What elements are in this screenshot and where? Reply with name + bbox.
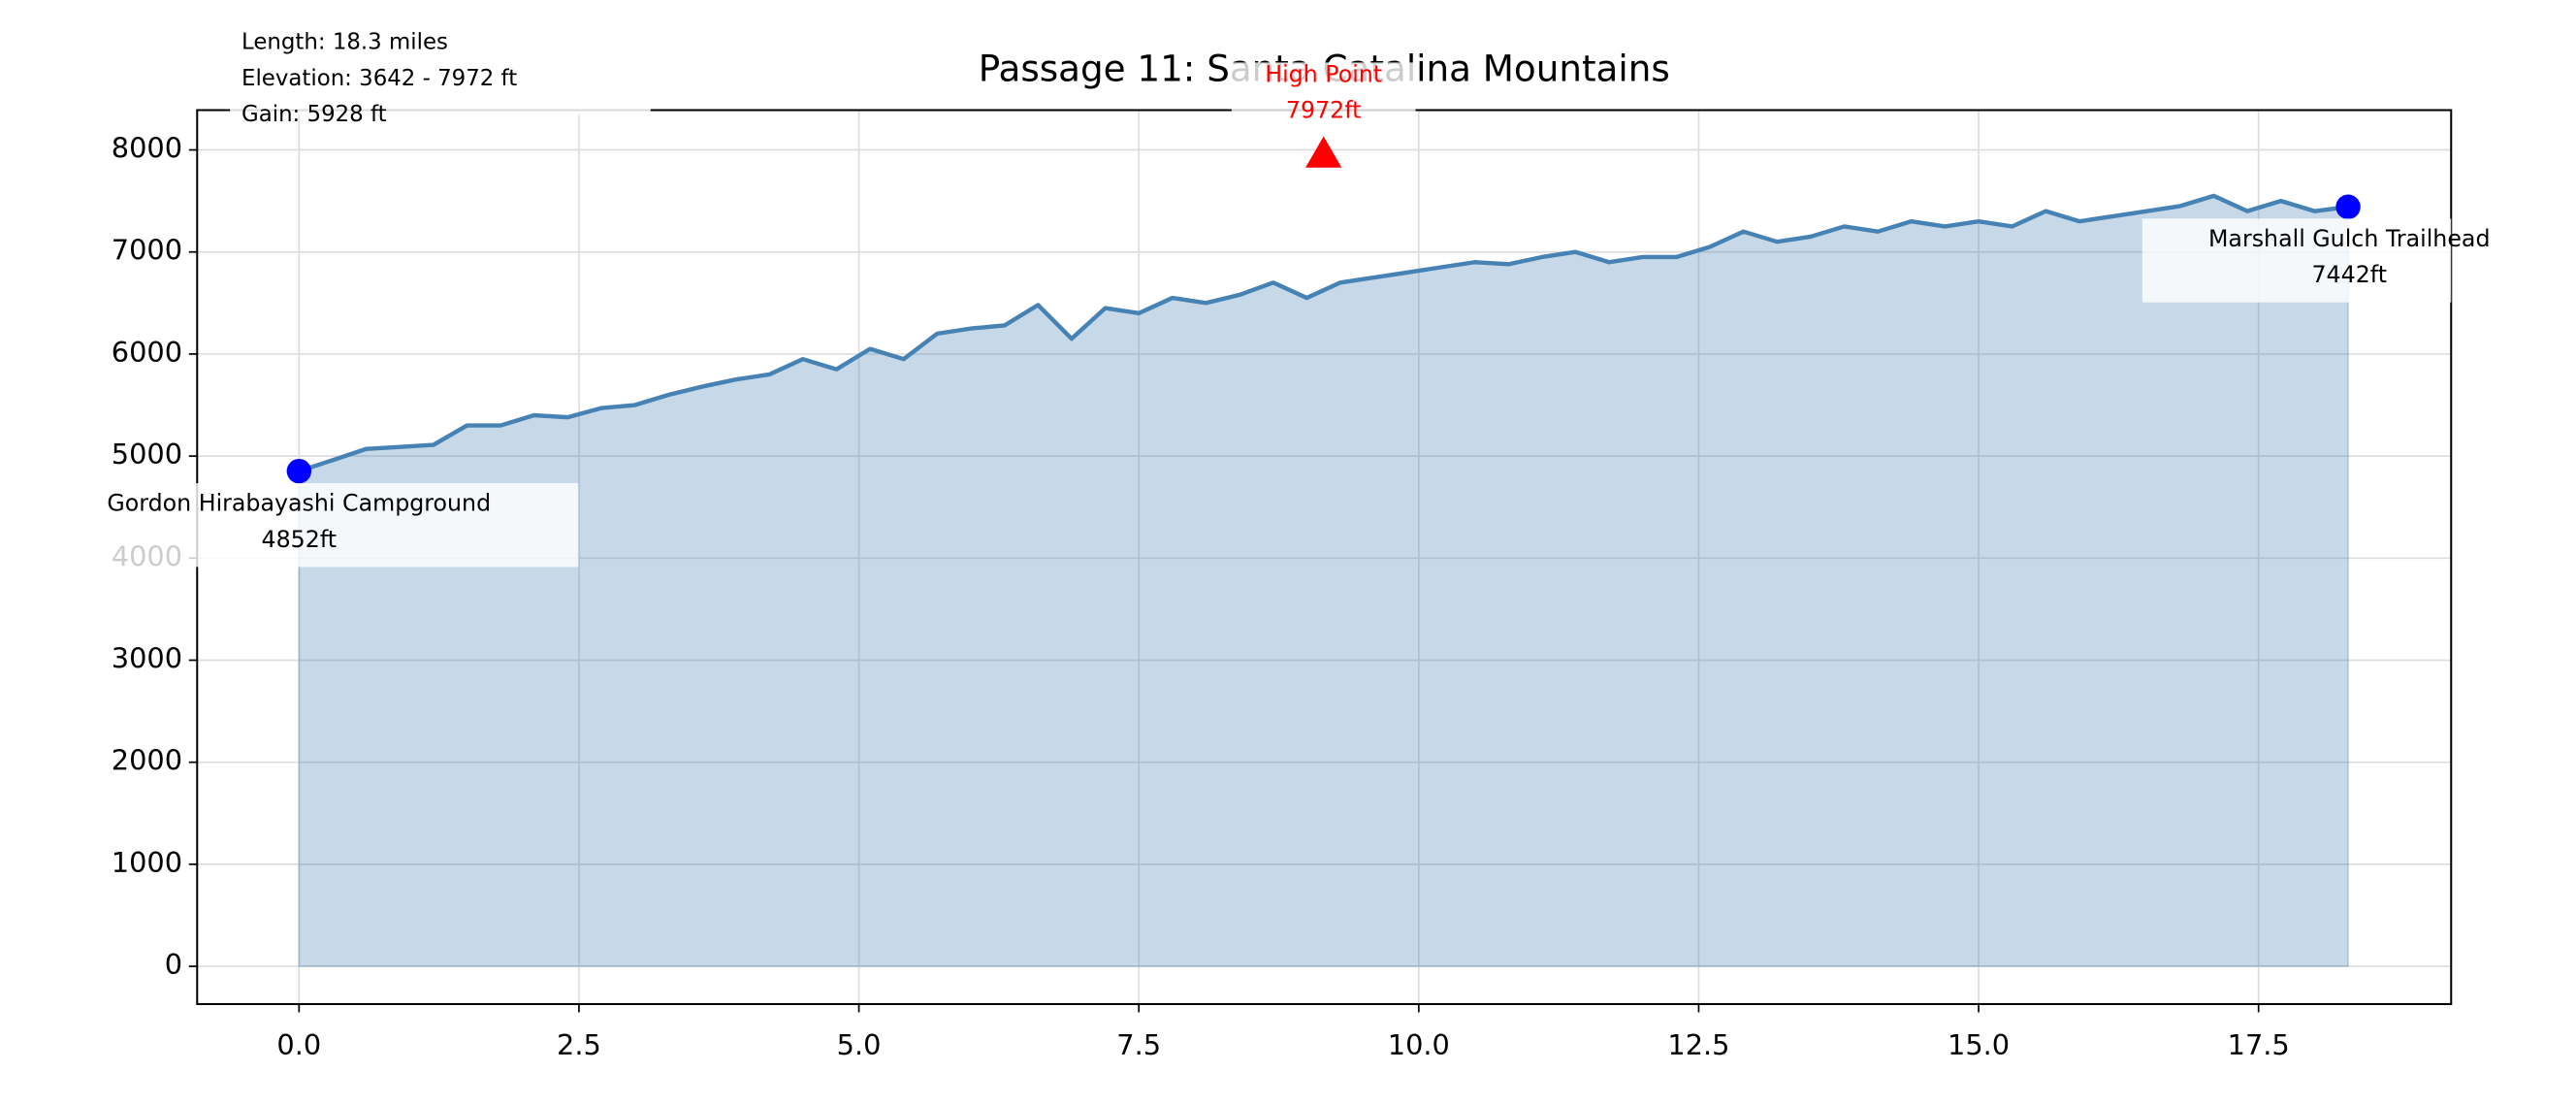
- y-tick-label: 8000: [112, 132, 182, 165]
- x-tick-label: 10.0: [1388, 1028, 1450, 1061]
- endpoint-box: [2141, 218, 2452, 303]
- info-text: Gain: 5928 ft: [242, 102, 387, 127]
- x-tick-label: 5.0: [837, 1028, 882, 1061]
- endpoint-value: 4852ft: [262, 526, 338, 553]
- elevation-line: [298, 193, 2349, 473]
- x-tick-label: 17.5: [2228, 1028, 2290, 1061]
- endpoint-marker: [286, 458, 312, 484]
- high-point-box: [1231, 62, 1416, 125]
- y-tick-label: 3000: [112, 641, 182, 674]
- high-point-value: 7972ft: [1286, 97, 1362, 124]
- y-tick-label: 7000: [112, 234, 182, 267]
- y-tick-label: 6000: [112, 336, 182, 369]
- endpoint-name: Gordon Hirabayashi Campground: [107, 490, 491, 517]
- x-tick-label: 12.5: [1667, 1028, 1729, 1061]
- high-point-marker: [1305, 136, 1342, 168]
- info-text: Length: 18.3 miles: [242, 30, 448, 55]
- y-tick-label: 1000: [112, 846, 182, 879]
- info-box: [230, 16, 651, 115]
- x-tick-label: 7.5: [1116, 1028, 1161, 1061]
- x-tick-label: 2.5: [557, 1028, 601, 1061]
- x-tick-label: 0.0: [276, 1028, 321, 1061]
- endpoint-marker: [2335, 194, 2361, 219]
- y-tick-label: 2000: [112, 744, 182, 777]
- info-text: Elevation: 3642 - 7972 ft: [242, 66, 517, 91]
- endpoint-name: Marshall Gulch Trailhead: [2208, 225, 2491, 252]
- endpoint-value: 7442ft: [2311, 261, 2387, 288]
- x-tick-label: 15.0: [1948, 1028, 2010, 1061]
- y-tick-label: 0: [165, 948, 182, 981]
- endpoint-box: [29, 483, 579, 568]
- high-point-label: High Point: [1265, 60, 1382, 87]
- y-tick-label: 5000: [112, 438, 182, 471]
